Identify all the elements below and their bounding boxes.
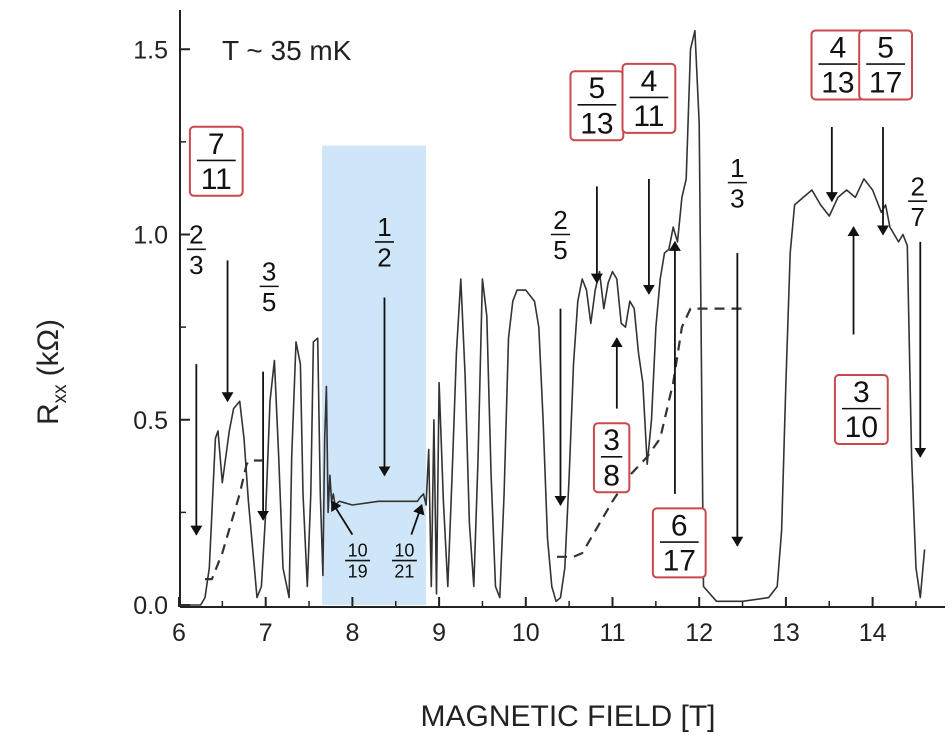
fraction-label-1-3: 13 bbox=[727, 153, 747, 213]
fraction-denominator: 11 bbox=[633, 100, 664, 133]
y-tick-label: 0.0 bbox=[133, 592, 168, 620]
fraction-box bbox=[858, 29, 914, 101]
fraction-box bbox=[651, 507, 707, 579]
fraction-label-5-17: 517 bbox=[858, 29, 914, 101]
fraction-label-5-13: 513 bbox=[569, 70, 625, 142]
fraction-denominator: 7 bbox=[910, 202, 924, 232]
fraction-numerator: 2 bbox=[910, 171, 924, 201]
svg-text:Rxx(kΩ): Rxx (kΩ) bbox=[32, 319, 71, 425]
fraction-denominator: 2 bbox=[377, 243, 391, 273]
fraction-denominator: 13 bbox=[821, 67, 854, 100]
pointer-arrow bbox=[410, 504, 425, 535]
fraction-label-7-11: 711 bbox=[188, 125, 244, 197]
x-tick-label: 6 bbox=[172, 619, 186, 647]
series-layer bbox=[180, 29, 926, 606]
fraction-denominator: 10 bbox=[845, 411, 878, 444]
fraction-denominator: 13 bbox=[580, 107, 613, 140]
fraction-numerator: 3 bbox=[262, 257, 276, 287]
x-tick-label: 11 bbox=[600, 619, 626, 647]
fraction-box bbox=[833, 374, 889, 446]
fraction-box bbox=[188, 125, 244, 197]
fraction-numerator: 6 bbox=[671, 509, 688, 542]
fraction-denominator: 21 bbox=[394, 562, 414, 582]
y-tick-label: 0.5 bbox=[133, 407, 168, 435]
fraction-box bbox=[621, 62, 677, 134]
fraction-numerator: 10 bbox=[348, 541, 368, 561]
x-axis-title: MAGNETIC FIELD [T] bbox=[420, 700, 715, 733]
x-tick-label: 14 bbox=[859, 619, 887, 647]
fraction-denominator: 19 bbox=[348, 562, 368, 582]
fraction-label-2-7: 27 bbox=[908, 171, 928, 232]
fraction-numerator: 1 bbox=[730, 153, 744, 183]
temperature-annotation: T ~ 35 mK bbox=[222, 35, 352, 66]
fraction-numerator: 2 bbox=[189, 220, 203, 250]
fraction-numerator: 1 bbox=[377, 212, 391, 242]
fraction-numerator: 5 bbox=[589, 72, 606, 105]
fraction-denominator: 3 bbox=[730, 183, 744, 213]
shaded-region-layer bbox=[322, 145, 427, 605]
fraction-label-3-10: 310 bbox=[833, 374, 889, 446]
fraction-label-1-2: 12 bbox=[374, 212, 395, 273]
x-tick-label: 12 bbox=[685, 619, 713, 647]
x-tick-label: 10 bbox=[512, 619, 540, 647]
fraction-denominator: 17 bbox=[869, 67, 902, 100]
x-tick-label: 7 bbox=[259, 619, 273, 647]
fraction-denominator: 5 bbox=[553, 235, 567, 265]
fraction-box bbox=[592, 422, 631, 494]
y-axis-title-sub: xx bbox=[50, 384, 71, 404]
fraction-label-2-3: 23 bbox=[186, 220, 206, 280]
y-tick-label: 1.5 bbox=[133, 36, 168, 64]
fraction-label-2-5: 25 bbox=[550, 205, 571, 265]
arrow-layer bbox=[190, 127, 927, 547]
rxx-trace bbox=[180, 29, 926, 606]
pointer-arrow bbox=[330, 500, 354, 536]
fraction-denominator: 8 bbox=[603, 459, 620, 492]
fraction-label-layer: 2371135121019102125513411386171341351731… bbox=[186, 29, 928, 582]
fraction-numerator: 5 bbox=[877, 31, 894, 64]
x-tick-label: 9 bbox=[432, 619, 446, 647]
x-tick-label: 13 bbox=[772, 619, 800, 647]
y-tick-label: 1.0 bbox=[133, 222, 168, 250]
fraction-numerator: 4 bbox=[641, 65, 658, 98]
half-filling-shaded-region bbox=[322, 145, 427, 605]
y-axis-title-unit: (kΩ) bbox=[32, 319, 65, 376]
fraction-label-3-8: 38 bbox=[592, 422, 631, 494]
dashed-trace-2 bbox=[557, 307, 747, 558]
fraction-denominator: 11 bbox=[201, 163, 232, 196]
fraction-numerator: 7 bbox=[208, 128, 225, 161]
fraction-denominator: 17 bbox=[663, 545, 696, 578]
y-axis-title: Rxx (kΩ) bbox=[32, 319, 71, 425]
y-axis-title-main: R bbox=[32, 403, 65, 425]
fraction-label-4-13: 413 bbox=[810, 29, 866, 101]
fraction-label-3-5: 35 bbox=[259, 257, 279, 317]
fraction-numerator: 4 bbox=[830, 31, 847, 64]
x-tick-label: 8 bbox=[345, 619, 359, 647]
fraction-numerator: 3 bbox=[853, 376, 870, 409]
fraction-numerator: 2 bbox=[553, 205, 567, 235]
fraction-denominator: 3 bbox=[189, 250, 203, 280]
fraction-numerator: 10 bbox=[394, 541, 414, 561]
axes: 6 7 8 9 10 11 12 13 140.00.51.01.5 bbox=[133, 10, 945, 647]
fraction-denominator: 5 bbox=[262, 287, 276, 317]
fraction-label-6-17: 617 bbox=[651, 507, 707, 579]
fraction-label-4-11: 411 bbox=[621, 62, 677, 134]
fraction-numerator: 3 bbox=[603, 424, 620, 457]
